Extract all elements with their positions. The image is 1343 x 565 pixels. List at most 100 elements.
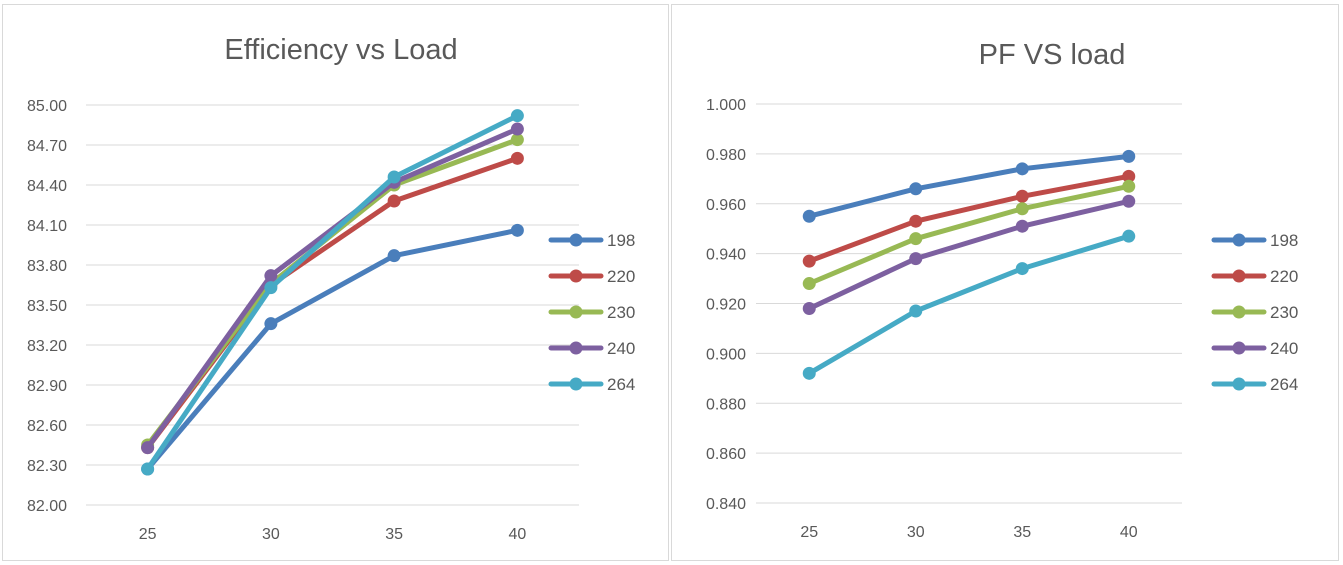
y-tick-label: 85.00 — [27, 98, 67, 115]
data-point-220 — [510, 151, 524, 165]
legend-swatch-marker — [1232, 269, 1246, 283]
series-line-198 — [806, 153, 1132, 219]
y-tick-label: 1.000 — [706, 97, 746, 114]
y-tick-label: 84.70 — [27, 138, 67, 155]
efficiency-chart-panel: Efficiency vs Load 82.00 82.30 82.60 82.90 8… — [2, 4, 669, 561]
data-point-220 — [1122, 169, 1136, 183]
legend-label: 240 — [607, 339, 635, 358]
legend-item-240: 240 — [1211, 339, 1298, 358]
y-tick-label: 83.80 — [27, 258, 67, 275]
x-tick-label: 40 — [1120, 524, 1138, 541]
data-point-240 — [1122, 194, 1136, 208]
legend-label: 240 — [1270, 339, 1298, 358]
data-point-220 — [387, 194, 401, 208]
efficiency-chart: Efficiency vs Load 82.00 82.30 82.60 82.90 8… — [27, 34, 635, 543]
pf-chart-panel: PF VS load 0.840 0.860 0.880 0.900 0.920 0.94… — [671, 4, 1339, 561]
legend-swatch-marker — [1232, 305, 1246, 319]
series-line-198 — [145, 227, 520, 472]
y-tick-label: 0.920 — [706, 297, 746, 314]
y-tick-label: 82.90 — [27, 378, 67, 395]
data-point-240 — [141, 441, 155, 455]
legend-swatch-marker — [569, 377, 583, 391]
series-line-264 — [145, 113, 520, 472]
data-point-220 — [802, 254, 816, 268]
legend-swatch-marker — [569, 269, 583, 283]
data-point-264 — [387, 170, 401, 184]
y-tick-label: 0.900 — [706, 346, 746, 363]
y-tick-label: 0.860 — [706, 446, 746, 463]
data-point-240 — [909, 252, 923, 266]
data-point-220 — [1015, 189, 1029, 203]
data-point-198 — [510, 223, 524, 237]
data-point-264 — [1122, 229, 1136, 243]
data-point-264 — [141, 462, 155, 476]
legend-item-264: 264 — [1211, 375, 1298, 394]
legend-item-220: 220 — [548, 267, 635, 286]
series-line-220 — [806, 173, 1132, 264]
y-tick-label: 83.20 — [27, 338, 67, 355]
y-tick-label: 82.30 — [27, 458, 67, 475]
pf-chart: PF VS load 0.840 0.860 0.880 0.900 0.920 0.94… — [706, 39, 1298, 541]
legend-item-220: 220 — [1211, 267, 1298, 286]
legend-label: 198 — [607, 231, 635, 250]
series-line-240 — [806, 198, 1132, 311]
x-tick-label: 40 — [508, 526, 526, 543]
data-point-240 — [802, 301, 816, 315]
data-point-198 — [909, 182, 923, 196]
legend-label: 220 — [607, 267, 635, 286]
data-point-264 — [802, 366, 816, 380]
y-tick-label: 0.840 — [706, 496, 746, 513]
data-point-198 — [802, 209, 816, 223]
x-tick-label: 30 — [907, 524, 925, 541]
x-tick-label: 35 — [1013, 524, 1031, 541]
data-point-230 — [802, 277, 816, 291]
legend-label: 264 — [607, 375, 635, 394]
data-point-198 — [1122, 149, 1136, 163]
data-point-240 — [1015, 219, 1029, 233]
legend-swatch-marker — [569, 341, 583, 355]
data-point-198 — [387, 249, 401, 263]
legend-label: 230 — [1270, 303, 1298, 322]
legend-label: 230 — [607, 303, 635, 322]
data-point-230 — [1015, 202, 1029, 216]
y-tick-label: 0.980 — [706, 147, 746, 164]
data-point-230 — [909, 232, 923, 246]
x-tick-label: 35 — [385, 526, 403, 543]
legend-swatch-marker — [1232, 233, 1246, 247]
legend-swatch-marker — [569, 233, 583, 247]
x-tick-label: 25 — [139, 526, 157, 543]
data-point-240 — [264, 269, 278, 283]
data-point-220 — [909, 214, 923, 228]
legend-label: 198 — [1270, 231, 1298, 250]
y-tick-label: 82.60 — [27, 418, 67, 435]
data-point-198 — [264, 317, 278, 331]
y-tick-label: 82.00 — [27, 498, 67, 515]
data-point-230 — [1122, 179, 1136, 193]
data-point-264 — [264, 281, 278, 295]
y-tick-label: 84.10 — [27, 218, 67, 235]
legend-item-230: 230 — [548, 303, 635, 322]
series-line-264 — [806, 233, 1132, 376]
legend-item-240: 240 — [548, 339, 635, 358]
legend-label: 264 — [1270, 375, 1298, 394]
y-tick-label: 0.880 — [706, 396, 746, 413]
legend-swatch-marker — [569, 305, 583, 319]
y-tick-label: 0.960 — [706, 197, 746, 214]
data-point-230 — [510, 133, 524, 147]
chart-title: PF VS load — [979, 39, 1126, 71]
x-tick-label: 25 — [800, 524, 818, 541]
series-line-230 — [806, 183, 1132, 286]
legend-swatch-marker — [1232, 377, 1246, 391]
legend-item-198: 198 — [548, 231, 635, 250]
data-point-264 — [1015, 262, 1029, 276]
y-tick-label: 84.40 — [27, 178, 67, 195]
y-tick-label: 0.940 — [706, 247, 746, 264]
legend-item-264: 264 — [548, 375, 635, 394]
data-point-264 — [510, 109, 524, 123]
legend-swatch-marker — [1232, 341, 1246, 355]
legend-label: 220 — [1270, 267, 1298, 286]
legend-item-230: 230 — [1211, 303, 1298, 322]
legend-item-198: 198 — [1211, 231, 1298, 250]
data-point-198 — [1015, 162, 1029, 176]
x-tick-label: 30 — [262, 526, 280, 543]
